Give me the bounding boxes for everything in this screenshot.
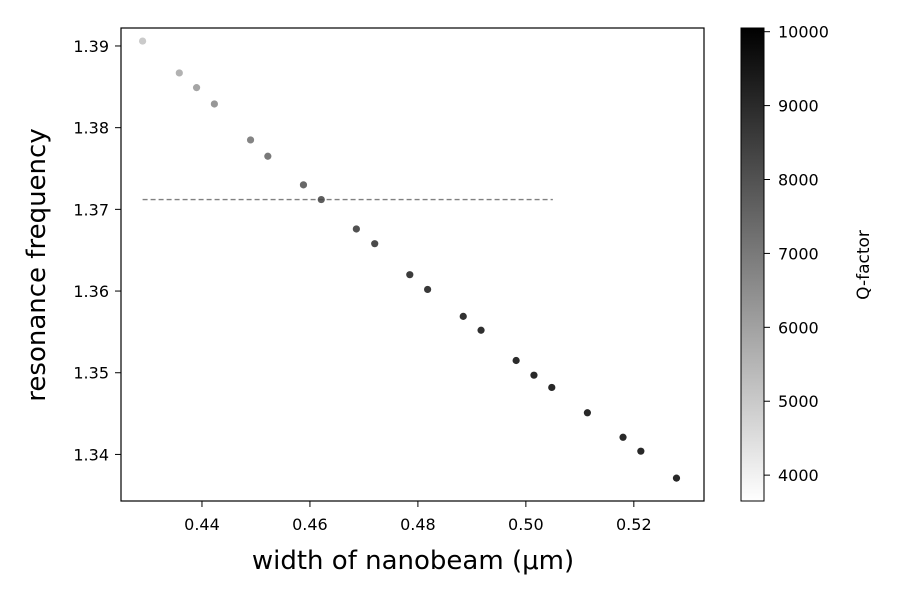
colorbar: 4000 5000 6000 7000 8000 9000 10000 [740, 23, 829, 502]
data-point [637, 447, 645, 455]
data-point [317, 195, 325, 204]
data-point [424, 285, 432, 294]
x-tick-label: 0.48 [400, 515, 436, 534]
y-tick-label: 1.34 [73, 445, 109, 464]
x-tick-label: 0.50 [508, 515, 544, 534]
data-point [192, 84, 201, 92]
plot-frame [120, 27, 705, 502]
data-point [459, 312, 467, 320]
data-point [352, 225, 360, 233]
data-point [477, 326, 485, 334]
data-point [512, 356, 520, 365]
y-axis-label: resonance frequency [22, 128, 52, 401]
colorbar-tick-label: 7000 [778, 244, 819, 263]
data-point [138, 37, 147, 45]
colorbar-tick-label: 8000 [778, 171, 819, 190]
data-point [264, 152, 272, 160]
x-axis: 0.44 0.46 0.48 0.50 0.52 [184, 501, 652, 534]
data-point [530, 371, 538, 379]
data-point [672, 474, 681, 482]
colorbar-tick-label: 4000 [778, 466, 819, 485]
colorbar-tick-label: 9000 [778, 97, 819, 116]
colorbar-tick-label: 6000 [778, 318, 819, 337]
y-tick-label: 1.36 [73, 282, 109, 301]
y-tick-label: 1.38 [73, 119, 109, 138]
colorbar-tick-label: 5000 [778, 392, 819, 411]
y-tick-label: 1.35 [73, 364, 109, 383]
y-tick-label: 1.39 [73, 37, 109, 56]
x-tick-label: 0.46 [292, 515, 328, 534]
colorbar-label: Q-factor [854, 230, 874, 300]
colorbar-gradient [740, 27, 765, 502]
data-point [299, 181, 308, 189]
data-point [246, 136, 255, 144]
x-tick-label: 0.52 [616, 515, 652, 534]
plot-area [120, 27, 705, 502]
x-axis-label: width of nanobeam (μm) [252, 546, 574, 576]
data-point [619, 433, 627, 441]
data-point [583, 409, 592, 417]
data-point [548, 383, 556, 392]
y-axis: 1.34 1.35 1.36 1.37 1.38 1.39 [73, 37, 121, 464]
data-point [406, 271, 414, 279]
data-point [210, 100, 218, 108]
data-point [371, 240, 379, 248]
x-tick-label: 0.44 [184, 515, 220, 534]
y-tick-label: 1.37 [73, 200, 109, 219]
data-point [175, 69, 183, 77]
colorbar-tick-label: 10000 [778, 23, 829, 42]
